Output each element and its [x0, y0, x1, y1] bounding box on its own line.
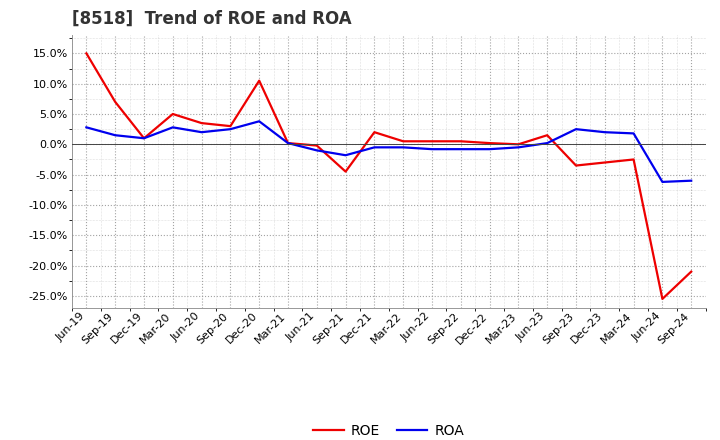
ROE: [168, 111, 177, 117]
ROA: [514, 145, 523, 150]
ROE: [82, 51, 91, 56]
ROA: [168, 125, 177, 130]
ROE: [197, 121, 206, 126]
ROA: [485, 147, 494, 152]
ROE: [514, 142, 523, 147]
ROE: [255, 78, 264, 83]
ROA: [82, 125, 91, 130]
Line: ROE: ROE: [86, 53, 691, 299]
ROA: [197, 129, 206, 135]
ROE: [312, 143, 321, 148]
ROA: [341, 153, 350, 158]
ROA: [687, 178, 696, 183]
ROA: [226, 127, 235, 132]
ROE: [600, 160, 609, 165]
ROA: [284, 140, 292, 146]
Legend: ROE, ROA: ROE, ROA: [308, 418, 469, 440]
ROE: [399, 139, 408, 144]
ROA: [428, 147, 436, 152]
ROE: [543, 132, 552, 138]
ROA: [456, 147, 465, 152]
Text: [8518]  Trend of ROE and ROA: [8518] Trend of ROE and ROA: [72, 10, 351, 28]
ROE: [658, 296, 667, 301]
ROE: [456, 139, 465, 144]
ROA: [572, 127, 580, 132]
ROE: [428, 139, 436, 144]
ROA: [111, 132, 120, 138]
ROA: [543, 140, 552, 146]
ROE: [111, 99, 120, 105]
Line: ROA: ROA: [86, 121, 691, 182]
ROE: [341, 169, 350, 174]
ROA: [255, 119, 264, 124]
ROA: [140, 136, 148, 141]
ROE: [687, 269, 696, 274]
ROE: [284, 140, 292, 146]
ROE: [629, 157, 638, 162]
ROA: [600, 129, 609, 135]
ROE: [370, 129, 379, 135]
ROE: [140, 136, 148, 141]
ROE: [572, 163, 580, 168]
ROE: [485, 140, 494, 146]
ROA: [658, 179, 667, 184]
ROE: [226, 124, 235, 129]
ROA: [399, 145, 408, 150]
ROA: [370, 145, 379, 150]
ROA: [312, 148, 321, 153]
ROA: [629, 131, 638, 136]
